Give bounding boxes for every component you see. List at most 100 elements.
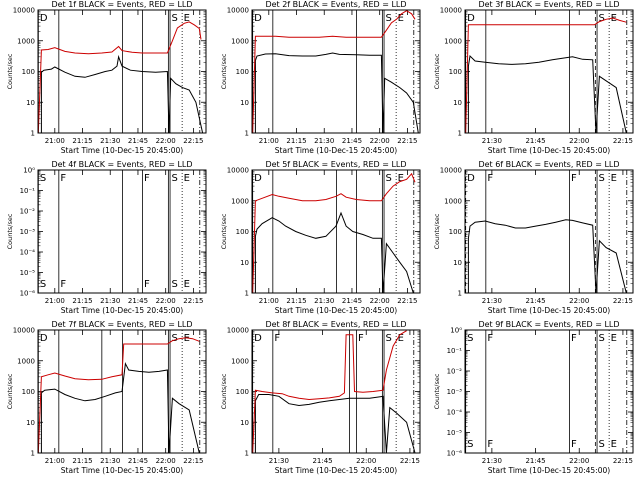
x-tick-label: 21:15 — [72, 297, 92, 305]
y-tick-label: 100 — [449, 228, 462, 236]
interval-marker-label: E — [398, 13, 404, 24]
event-rate-line — [465, 54, 627, 134]
y-tick-label: 10⁻³ — [20, 228, 36, 236]
x-tick-label: 22:15 — [397, 137, 417, 145]
y-tick-label: 10⁻⁶ — [20, 290, 36, 298]
interval-marker-label: F — [144, 173, 150, 184]
interval-marker-label: S — [172, 173, 178, 184]
x-tick-label: 21:30 — [314, 297, 334, 305]
x-axis-label: Start Time (10-Dec-15 20:45:00) — [275, 466, 397, 475]
y-tick-label: 100 — [449, 68, 462, 76]
x-tick-label: 22:00 — [370, 137, 390, 145]
y-tick-label: 10⁻⁶ — [447, 450, 463, 458]
x-tick-label: 21:00 — [45, 297, 65, 305]
x-tick-label: 21:45 — [128, 297, 148, 305]
x-tick-label: 22:15 — [397, 297, 417, 305]
interval-marker-label: E — [184, 333, 190, 344]
x-tick-label: 21:45 — [525, 137, 545, 145]
interval-marker-label: S — [40, 279, 46, 290]
y-tick-label: 10 — [26, 419, 35, 427]
y-tick-label: 100 — [22, 68, 35, 76]
x-axis-label: Start Time (10-Dec-15 20:45:00) — [61, 306, 183, 315]
panel-title: Det 8f BLACK = Events, RED = LLD — [265, 320, 406, 329]
y-tick-label: 1000 — [231, 197, 249, 205]
y-axis-label: Counts/sec — [433, 53, 441, 89]
interval-marker-label: F — [274, 333, 280, 344]
y-tick-label: 1 — [245, 130, 249, 138]
interval-marker-label: S — [467, 439, 473, 450]
x-tick-label: 21:30 — [100, 297, 120, 305]
y-tick-label: 1 — [458, 130, 462, 138]
lld-rate-line — [37, 21, 202, 134]
x-tick-label: 21:45 — [128, 457, 148, 465]
y-tick-label: 1 — [245, 450, 249, 458]
interval-marker-label: S — [386, 13, 392, 24]
x-tick-label: 22:15 — [400, 457, 420, 465]
interval-marker-label: D — [467, 13, 475, 24]
lld-rate-line — [252, 172, 416, 294]
detector-panel: Det 4f BLACK = Events, RED = LLD Counts/s… — [6, 160, 207, 315]
y-axis-label: Counts/sec — [6, 53, 14, 89]
panel-title: Det 7f BLACK = Events, RED = LLD — [51, 320, 192, 329]
y-tick-label: 10000 — [227, 7, 249, 15]
x-tick-label: 22:00 — [569, 457, 589, 465]
y-axis-label: Counts/sec — [220, 53, 228, 89]
panel-title: Det 5f BLACK = Events, RED = LLD — [265, 160, 406, 169]
interval-marker-label: D — [467, 173, 475, 184]
interval-marker-label: F — [571, 173, 577, 184]
interval-marker-label: E — [611, 173, 617, 184]
lld-rate-line — [252, 330, 407, 454]
x-tick-label: 22:15 — [613, 137, 633, 145]
x-tick-label: 22:15 — [183, 297, 203, 305]
plot-frame — [37, 329, 207, 454]
x-tick-label: 21:45 — [128, 137, 148, 145]
x-tick-label: 22:00 — [370, 297, 390, 305]
lld-rate-line — [465, 17, 627, 134]
y-tick-label: 10⁻¹ — [447, 347, 463, 355]
interval-marker-label: F — [487, 333, 493, 344]
y-tick-label: 10⁻⁴ — [20, 249, 36, 257]
x-tick-label: 22:00 — [569, 297, 589, 305]
interval-marker-label: D — [40, 13, 48, 24]
interval-marker-label: S — [40, 173, 46, 184]
plot-frame — [464, 329, 634, 454]
plot-frame — [251, 169, 421, 294]
x-axis-label: Start Time (10-Dec-15 20:45:00) — [488, 306, 610, 315]
x-tick-label: 21:45 — [312, 457, 332, 465]
interval-marker-label: S — [172, 13, 178, 24]
x-tick-label: 22:15 — [183, 457, 203, 465]
y-axis-label: Counts/sec — [433, 213, 441, 249]
interval-marker-label: E — [611, 333, 617, 344]
interval-marker-label: S — [599, 439, 605, 450]
x-tick-label: 22:00 — [569, 137, 589, 145]
x-tick-label: 21:15 — [286, 297, 306, 305]
plot-frame — [251, 329, 421, 454]
interval-marker-label: F — [60, 173, 66, 184]
interval-marker-label: S — [172, 279, 178, 290]
y-tick-label: 10⁻⁴ — [447, 409, 463, 417]
event-rate-line — [252, 52, 419, 134]
interval-marker-label: F — [487, 173, 493, 184]
x-tick-label: 22:15 — [613, 297, 633, 305]
x-tick-label: 22:15 — [183, 137, 203, 145]
interval-marker-label: D — [40, 333, 48, 344]
x-tick-label: 21:15 — [72, 137, 92, 145]
y-tick-label: 10⁰ — [23, 167, 35, 175]
y-tick-label: 1 — [31, 450, 35, 458]
interval-marker-label: S — [599, 333, 605, 344]
y-tick-label: 100 — [236, 228, 249, 236]
x-tick-label: 21:00 — [259, 137, 279, 145]
interval-marker-label: S — [172, 333, 178, 344]
panel-title: Det 4f BLACK = Events, RED = LLD — [51, 160, 192, 169]
x-tick-label: 21:45 — [525, 297, 545, 305]
x-axis-label: Start Time (10-Dec-15 20:45:00) — [61, 466, 183, 475]
interval-marker-label: S — [599, 13, 605, 24]
y-tick-label: 10000 — [227, 327, 249, 335]
x-tick-label: 21:30 — [482, 457, 502, 465]
y-tick-label: 10 — [240, 419, 249, 427]
y-tick-label: 1000 — [444, 37, 462, 45]
y-tick-label: 1 — [31, 130, 35, 138]
x-tick-label: 22:00 — [156, 297, 176, 305]
event-rate-line — [252, 211, 414, 294]
